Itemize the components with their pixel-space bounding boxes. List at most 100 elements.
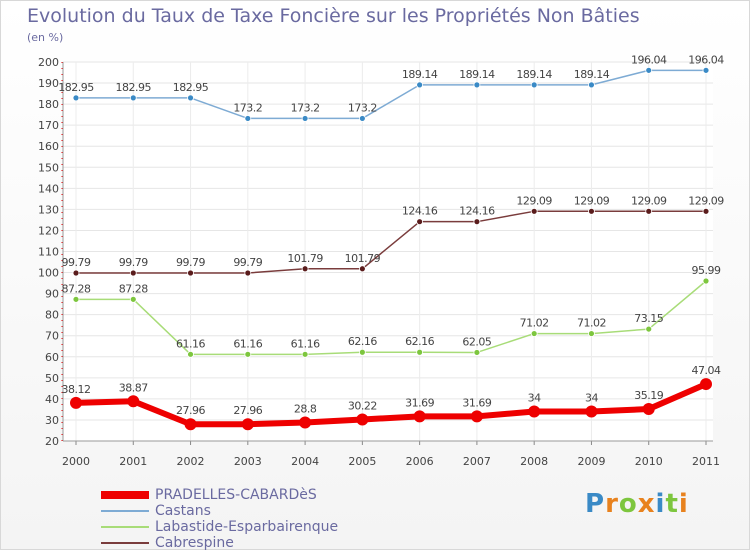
y-tick-label: 110 <box>38 246 59 259</box>
data-label-castans: 189.14 <box>402 68 438 81</box>
data-label-castans: 182.95 <box>116 81 152 94</box>
data-point-cabrespine <box>187 269 194 277</box>
legend-item-pradelles[interactable]: PRADELLES-CABARDèS <box>101 487 338 503</box>
data-label-cabrespine: 129.09 <box>631 194 667 207</box>
data-label-labastide-esparbairenque: 62.16 <box>348 335 377 348</box>
data-point-castans <box>530 81 538 89</box>
data-label-castans: 173.2 <box>291 101 320 114</box>
axes: 20 30 40 50 60 70 80 90 100 110 120 130 140 150 160 170… <box>38 56 720 468</box>
data-label-pradelles-cabard-s: 30.22 <box>348 399 377 412</box>
y-tick-label: 180 <box>38 98 59 111</box>
y-tick-label: 160 <box>38 140 59 153</box>
legend-swatch-castans <box>101 510 149 512</box>
series-line-labastide-esparbairenque <box>75 280 707 356</box>
data-point-castans <box>416 81 424 89</box>
data-point-labastide-esparbairenque <box>588 330 595 337</box>
data-label-castans: 182.95 <box>173 81 209 94</box>
y-tick-label: 40 <box>45 393 59 406</box>
x-tick-label: 2004 <box>291 455 319 468</box>
y-tick-label: 120 <box>38 224 59 237</box>
data-point-labastide-esparbairenque <box>645 325 653 333</box>
legend-label-castans: Castans <box>155 503 211 519</box>
data-label-labastide-esparbairenque: 95.99 <box>692 264 721 277</box>
legend-label-cabrespine: Cabrespine <box>155 535 234 551</box>
data-label-cabrespine: 129.09 <box>516 194 552 207</box>
data-label-cabrespine: 124.16 <box>459 205 495 218</box>
x-tick-label: 2007 <box>463 455 491 468</box>
data-point-castans <box>358 115 366 122</box>
data-point-pradelles-cabard-s <box>642 403 655 416</box>
x-tick-label: 2005 <box>348 455 376 468</box>
data-point-castans <box>702 66 710 74</box>
data-label-castans: 189.14 <box>459 68 495 81</box>
y-tick-label: 140 <box>38 182 59 195</box>
series-line-cabrespine <box>75 210 707 274</box>
data-point-pradelles-cabard-s <box>470 410 483 423</box>
data-point-cabrespine <box>473 218 481 226</box>
x-tick-label: 2008 <box>520 455 548 468</box>
data-label-labastide-esparbairenque: 62.05 <box>462 335 491 348</box>
data-point-castans <box>187 94 194 102</box>
data-point-castans <box>129 94 137 102</box>
y-tick-label: 60 <box>45 351 59 364</box>
data-point-cabrespine <box>530 207 538 215</box>
data-label-labastide-esparbairenque: 71.02 <box>520 317 549 330</box>
logo-letter: t <box>665 489 679 519</box>
x-tick-label: 2002 <box>177 455 205 468</box>
legend-item-castans[interactable]: Castans <box>101 503 338 519</box>
data-label-castans: 189.14 <box>516 68 552 81</box>
chart-title: Evolution du Taux de Taxe Foncière sur l… <box>27 5 640 27</box>
series-line-castans <box>75 69 707 120</box>
y-tick-label: 150 <box>38 161 59 174</box>
logo-letter: x <box>637 489 656 519</box>
data-label-castans: 173.2 <box>233 101 262 114</box>
legend-label-labastide: Labastide-Esparbairenque <box>155 519 339 535</box>
data-label-pradelles-cabard-s: 34 <box>528 392 541 405</box>
data-label-castans: 182.95 <box>58 81 94 94</box>
data-label-pradelles-cabard-s: 38.12 <box>62 383 91 396</box>
data-point-pradelles-cabard-s <box>184 418 197 431</box>
legend-item-cabrespine[interactable]: Cabrespine <box>101 535 338 551</box>
x-tick-label: 2011 <box>692 455 720 468</box>
data-point-pradelles-cabard-s <box>70 396 82 409</box>
legend-swatch-labastide <box>101 526 149 528</box>
data-point-labastide-esparbairenque <box>473 349 481 356</box>
data-label-labastide-esparbairenque: 87.28 <box>62 282 91 295</box>
data-point-castans <box>588 81 595 89</box>
data-label-labastide-esparbairenque: 87.28 <box>119 282 148 295</box>
data-point-labastide-esparbairenque <box>358 348 366 356</box>
legend: PRADELLES-CABARDèS Castans Labastide-Esp… <box>101 487 338 551</box>
series-line-pradelles-cabard-s <box>73 381 709 428</box>
data-label-pradelles-cabard-s: 31.69 <box>462 396 491 409</box>
data-label-cabrespine: 99.79 <box>176 256 205 269</box>
y-tick-label: 190 <box>38 77 59 90</box>
y-tick-label: 90 <box>45 288 59 301</box>
data-point-labastide-esparbairenque <box>301 350 309 358</box>
logo-letter: i <box>678 489 689 519</box>
data-label-pradelles-cabard-s: 34 <box>585 392 598 405</box>
data-label-cabrespine: 99.79 <box>119 256 148 269</box>
legend-swatch-pradelles <box>101 491 149 499</box>
data-label-cabrespine: 124.16 <box>402 205 438 218</box>
y-tick-label: 80 <box>45 309 59 322</box>
data-label-labastide-esparbairenque: 62.16 <box>405 335 434 348</box>
data-label-cabrespine: 99.79 <box>62 256 91 269</box>
data-label-pradelles-cabard-s: 28.8 <box>294 402 317 415</box>
logo-letter: o <box>618 489 638 519</box>
legend-item-labastide[interactable]: Labastide-Esparbairenque <box>101 519 338 535</box>
data-label-castans: 173.2 <box>348 101 377 114</box>
data-point-pradelles-cabard-s <box>127 395 140 408</box>
data-point-pradelles-cabard-s <box>299 416 312 429</box>
data-label-cabrespine: 101.79 <box>345 252 381 265</box>
legend-label-pradelles: PRADELLES-CABARDèS <box>155 487 317 503</box>
data-label-cabrespine: 101.79 <box>287 252 323 265</box>
data-label-castans: 196.04 <box>688 53 724 66</box>
data-label-pradelles-cabard-s: 38.87 <box>119 381 148 394</box>
x-tick-label: 2000 <box>62 455 90 468</box>
data-label-cabrespine: 129.09 <box>688 194 724 207</box>
grid <box>63 61 713 442</box>
data-point-cabrespine <box>702 207 710 215</box>
y-tick-label: 70 <box>45 330 59 343</box>
data-label-labastide-esparbairenque: 61.16 <box>176 337 205 350</box>
